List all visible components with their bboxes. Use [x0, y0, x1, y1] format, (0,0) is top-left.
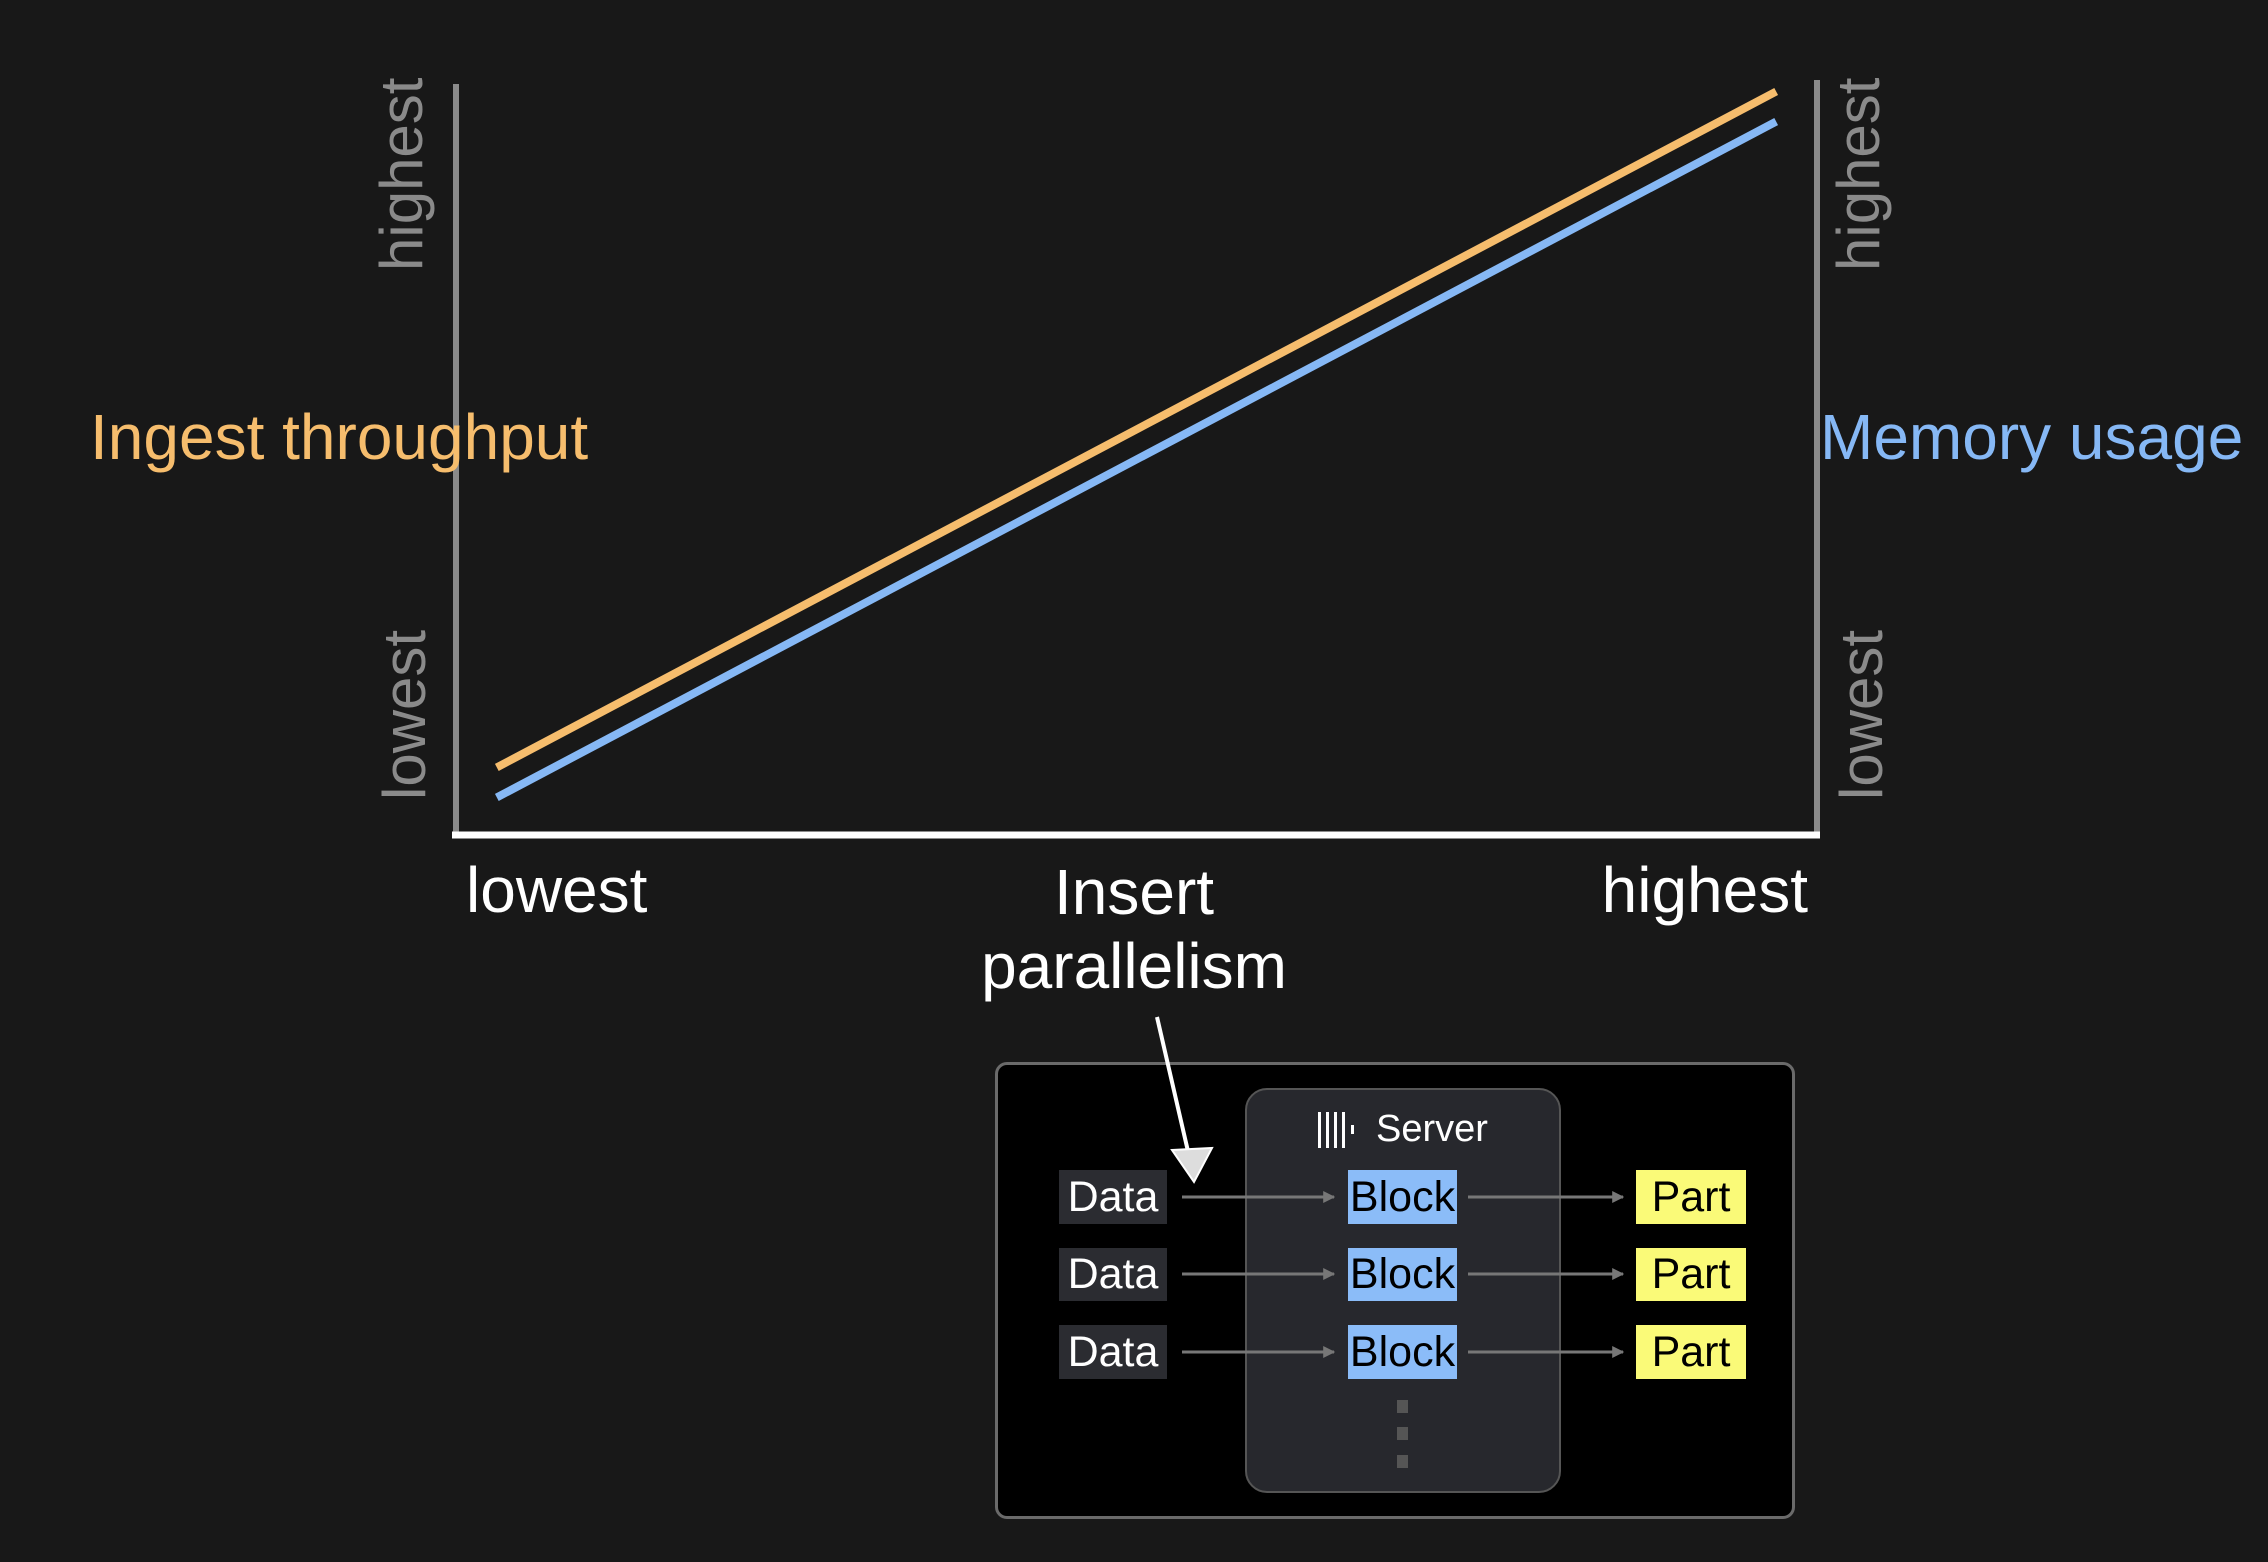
x-tick-highest: highest: [1601, 854, 1808, 926]
ellipsis-dot: [1397, 1455, 1408, 1468]
block-box-3: Block: [1348, 1325, 1457, 1379]
block-box-1: Block: [1348, 1170, 1457, 1224]
series-line-memory-usage: [494, 118, 1779, 801]
left-y-tick-lowest: lowest: [371, 629, 438, 800]
ellipsis-dot: [1397, 1400, 1408, 1413]
block-box-2: Block: [1348, 1248, 1457, 1301]
part-box-1: Part: [1636, 1170, 1746, 1224]
right-y-axis-title: Memory usage: [1820, 401, 2244, 473]
server-label: Server: [1376, 1108, 1488, 1150]
data-box-3: Data: [1059, 1325, 1167, 1379]
data-box-2: Data: [1059, 1248, 1167, 1301]
x-axis-title: Insert parallelism: [981, 856, 1287, 1002]
server-header: Server: [1318, 1108, 1488, 1151]
ellipsis-dot: [1397, 1427, 1408, 1440]
part-box-2: Part: [1636, 1248, 1746, 1301]
part-box-3: Part: [1636, 1325, 1746, 1379]
right-y-tick-lowest: lowest: [1828, 629, 1895, 800]
series-line-ingest-throughput: [494, 87, 1779, 771]
left-y-axis-title: Ingest throughput: [90, 401, 589, 473]
x-tick-lowest: lowest: [466, 854, 648, 926]
clickhouse-bars-icon: [1318, 1111, 1354, 1148]
data-box-1: Data: [1059, 1170, 1167, 1224]
left-y-tick-highest: highest: [368, 77, 435, 271]
right-y-tick-highest: highest: [1825, 77, 1892, 271]
